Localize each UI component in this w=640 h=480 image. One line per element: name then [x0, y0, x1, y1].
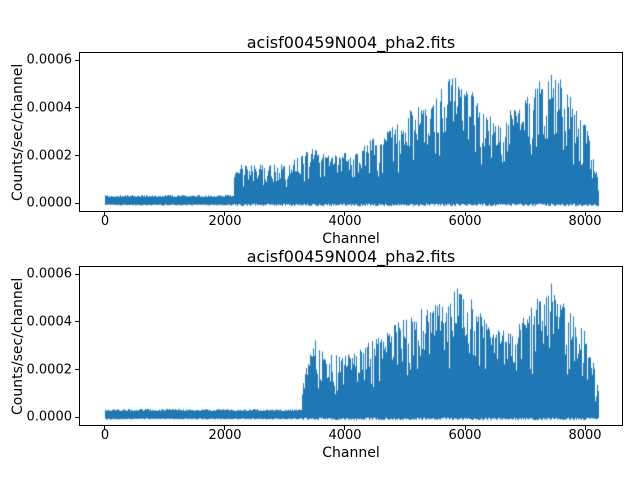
plot-title: acisf00459N004_pha2.fits — [246, 247, 456, 266]
x-tick-label: 0 — [100, 214, 110, 229]
x-tick-mark — [104, 426, 105, 430]
x-axis-label: Channel — [322, 445, 380, 461]
axes-frame — [79, 52, 623, 212]
y-tick-mark — [75, 274, 79, 275]
y-tick-label: 0.0000 — [26, 195, 73, 211]
x-tick-label: 4000 — [328, 214, 362, 229]
x-tick-label: 6000 — [448, 214, 482, 229]
x-tick-mark — [585, 426, 586, 430]
x-tick-mark — [465, 426, 466, 430]
subplot-top: acisf00459N004_pha2.fits Counts/sec/chan… — [0, 29, 640, 249]
x-axis-label: Channel — [322, 231, 380, 247]
spectrum-plot-canvas — [80, 53, 622, 211]
y-tick-mark — [75, 369, 79, 370]
y-tick-label: 0.0004 — [26, 100, 73, 116]
x-tick-mark — [344, 212, 345, 216]
x-tick-label: 8000 — [568, 214, 602, 229]
y-tick-label: 0.0006 — [26, 52, 73, 68]
x-tick-mark — [465, 212, 466, 216]
y-tick-mark — [75, 60, 79, 61]
x-tick-label: 2000 — [208, 214, 242, 229]
axes-frame — [79, 266, 623, 426]
y-tick-mark — [75, 417, 79, 418]
y-tick-mark — [75, 203, 79, 204]
x-tick-mark — [585, 212, 586, 216]
subplot-bottom: acisf00459N004_pha2.fits Counts/sec/chan… — [0, 243, 640, 463]
x-tick-label: 6000 — [448, 428, 482, 443]
y-tick-mark — [75, 321, 79, 322]
y-tick-label: 0.0002 — [26, 148, 73, 164]
x-tick-label: 4000 — [328, 428, 362, 443]
x-tick-label: 0 — [100, 428, 110, 443]
x-tick-mark — [224, 212, 225, 216]
x-tick-label: 2000 — [208, 428, 242, 443]
y-axis-label: Counts/sec/channel — [10, 277, 26, 415]
y-tick-label: 0.0004 — [26, 314, 73, 330]
x-tick-mark — [224, 426, 225, 430]
plot-title: acisf00459N004_pha2.fits — [246, 33, 456, 52]
x-tick-label: 8000 — [568, 428, 602, 443]
y-axis-label: Counts/sec/channel — [10, 63, 26, 201]
y-tick-label: 0.0002 — [26, 362, 73, 378]
y-tick-label: 0.0000 — [26, 409, 73, 425]
x-tick-mark — [104, 212, 105, 216]
spectrum-plot-canvas — [80, 267, 622, 425]
y-tick-mark — [75, 155, 79, 156]
y-tick-mark — [75, 107, 79, 108]
y-tick-label: 0.0006 — [26, 266, 73, 282]
x-tick-mark — [344, 426, 345, 430]
